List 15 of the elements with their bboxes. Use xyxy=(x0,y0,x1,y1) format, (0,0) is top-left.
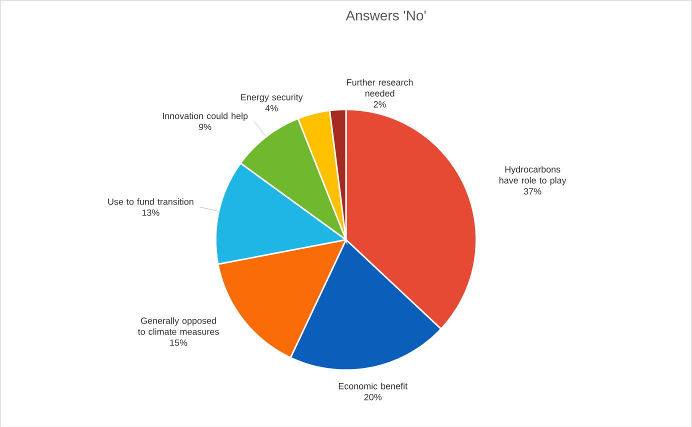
slice-label: Hydrocarbons have role to play xyxy=(500,166,566,186)
slice-label: Further research needed xyxy=(347,78,413,96)
slice-label: Innovation could help xyxy=(162,112,248,121)
data-label: 37% xyxy=(524,188,542,194)
data-label: 15% xyxy=(170,339,188,346)
slice-label: Use to fund transition xyxy=(108,198,194,205)
data-label: 4% xyxy=(265,104,278,112)
chart-title: Answers 'No' xyxy=(346,10,426,20)
slice-label: Generally opposed to climate measures xyxy=(138,317,219,335)
data-label: 13% xyxy=(142,209,160,216)
slice-label: Energy security xyxy=(241,94,303,102)
data-label: 2% xyxy=(374,100,386,108)
data-label: 9% xyxy=(199,124,212,130)
slice-label: Economic benefit xyxy=(338,382,408,390)
data-label: 20% xyxy=(364,394,382,400)
